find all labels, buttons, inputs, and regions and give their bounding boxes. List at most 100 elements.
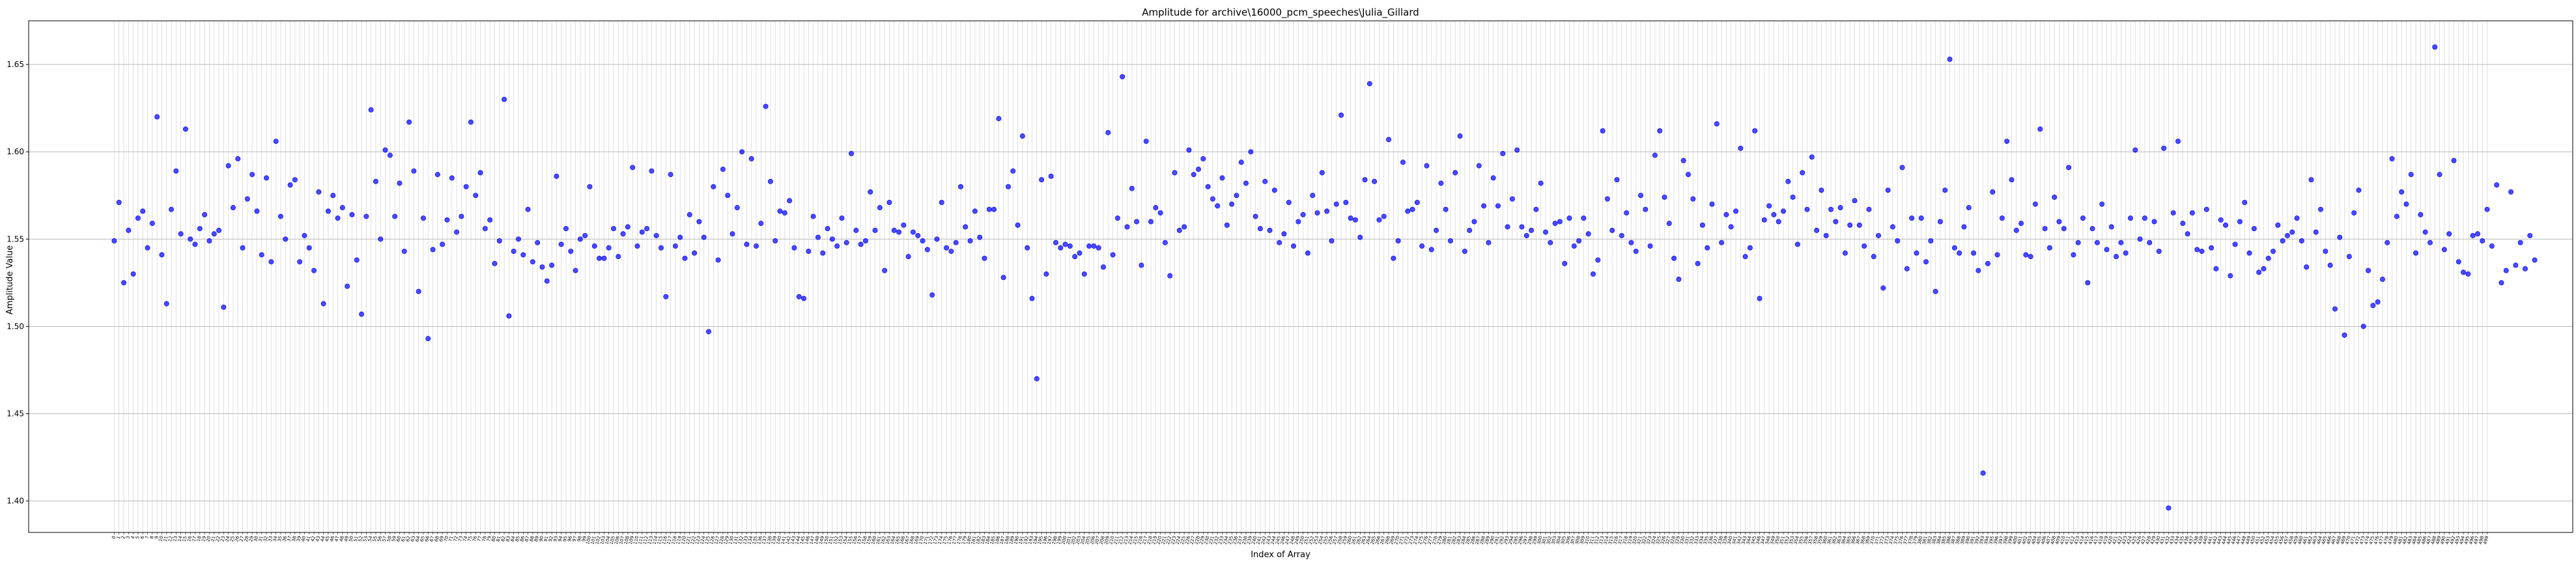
x-tick-label: 397 <box>1998 535 2005 545</box>
data-point <box>482 226 488 232</box>
data-point <box>1604 196 1610 202</box>
data-point <box>2432 44 2438 50</box>
data-point <box>1295 219 1301 225</box>
data-point <box>558 241 564 247</box>
x-tick-label: 166 <box>899 535 906 545</box>
data-point <box>1148 219 1154 225</box>
data-point <box>502 96 507 102</box>
data-point <box>1091 243 1097 249</box>
x-tick-label: 372 <box>1878 535 1886 545</box>
x-tick-label: 91 <box>543 535 550 542</box>
x-tick-label: 24 <box>225 535 231 542</box>
data-point <box>972 208 978 214</box>
data-point <box>2023 252 2029 258</box>
data-point <box>1191 172 1196 178</box>
x-tick-label: 18 <box>196 535 203 542</box>
data-point <box>1352 217 1358 223</box>
data-point <box>2522 266 2528 271</box>
x-tick-label: 230 <box>1203 535 1210 545</box>
x-tick-label: 442 <box>2211 535 2218 545</box>
x-tick-label: 165 <box>894 535 901 545</box>
data-point <box>520 252 526 258</box>
data-point <box>2075 240 2081 245</box>
data-point <box>587 184 593 189</box>
data-point <box>957 184 963 189</box>
x-tick-label: 466 <box>2325 535 2332 545</box>
x-tick-label: 459 <box>2292 535 2299 545</box>
data-point <box>2271 249 2276 255</box>
data-point <box>1409 206 1415 212</box>
data-point <box>1666 221 1672 227</box>
x-tick-label: 272 <box>1403 535 1410 545</box>
data-point <box>1609 227 1615 233</box>
x-tick-label: 358 <box>1812 535 1819 545</box>
x-tick-label: 365 <box>1845 535 1852 545</box>
data-point <box>2399 189 2405 195</box>
data-point <box>1025 245 1030 251</box>
data-point <box>325 208 331 214</box>
x-tick-label: 276 <box>1422 535 1429 545</box>
data-point <box>1519 224 1525 230</box>
x-tick-label: 461 <box>2302 535 2309 545</box>
x-tick-label: 323 <box>1645 535 1652 545</box>
data-point <box>2498 280 2504 286</box>
data-point <box>2185 231 2190 237</box>
data-point <box>2284 232 2290 238</box>
x-tick-label: 146 <box>804 535 811 545</box>
x-tick-label: 476 <box>2373 535 2380 545</box>
x-tick-label: 234 <box>1223 535 1230 545</box>
data-point <box>577 236 583 242</box>
x-tick-label: 385 <box>1940 535 1947 545</box>
data-point <box>1509 196 1515 202</box>
x-tick-label: 379 <box>1912 535 1919 545</box>
x-tick-label: 55 <box>372 535 378 542</box>
data-point <box>1143 139 1149 145</box>
x-tick-label: 227 <box>1189 535 1196 545</box>
x-tick-label: 265 <box>1370 535 1377 545</box>
data-point <box>2128 215 2134 221</box>
data-point <box>1591 271 1596 277</box>
data-point <box>1523 232 1529 238</box>
x-tick-label: 217 <box>1141 535 1148 545</box>
data-point <box>2474 231 2480 237</box>
x-tick-label: 150 <box>823 535 830 545</box>
data-point <box>2461 269 2467 275</box>
data-point <box>401 249 407 255</box>
data-point <box>1819 187 1824 193</box>
x-tick-label: 391 <box>1969 535 1976 545</box>
data-point <box>530 259 535 265</box>
data-point <box>140 208 146 214</box>
data-point <box>2513 262 2519 268</box>
data-point <box>444 217 450 223</box>
data-point <box>1333 201 1339 207</box>
data-point <box>1414 199 1420 205</box>
data-point <box>1457 133 1463 139</box>
x-tick-label: 48 <box>339 535 345 542</box>
x-tick-label: 232 <box>1213 535 1220 545</box>
x-tick-label: 317 <box>1617 535 1624 545</box>
data-point <box>121 280 127 286</box>
x-tick-label: 407 <box>2045 535 2052 545</box>
x-tick-label: 360 <box>1821 535 1828 545</box>
x-tick-label: 383 <box>1931 535 1938 545</box>
x-tick-label: 71 <box>448 535 455 542</box>
data-point <box>1871 254 1876 260</box>
x-tick-label: 387 <box>1950 535 1957 545</box>
data-point <box>292 177 298 183</box>
data-point <box>1600 128 1606 133</box>
x-tick-label: 291 <box>1493 535 1501 545</box>
x-tick-label: 298 <box>1527 535 1534 545</box>
x-tick-label: 415 <box>2083 535 2090 545</box>
x-tick-label: 401 <box>2017 535 2024 545</box>
data-point <box>1096 245 1101 251</box>
x-tick-label: 267 <box>1380 535 1387 545</box>
x-tick-label: 340 <box>1726 535 1733 545</box>
x-tick-label: 313 <box>1598 535 1605 545</box>
data-point <box>1438 180 1444 186</box>
x-tick-label: 480 <box>2392 535 2399 545</box>
x-tick-label: 154 <box>842 535 849 545</box>
x-tick-label: 301 <box>1541 535 1548 545</box>
x-tick-label: 292 <box>1498 535 1505 545</box>
x-tick-label: 86 <box>519 535 526 542</box>
data-point <box>597 255 602 261</box>
